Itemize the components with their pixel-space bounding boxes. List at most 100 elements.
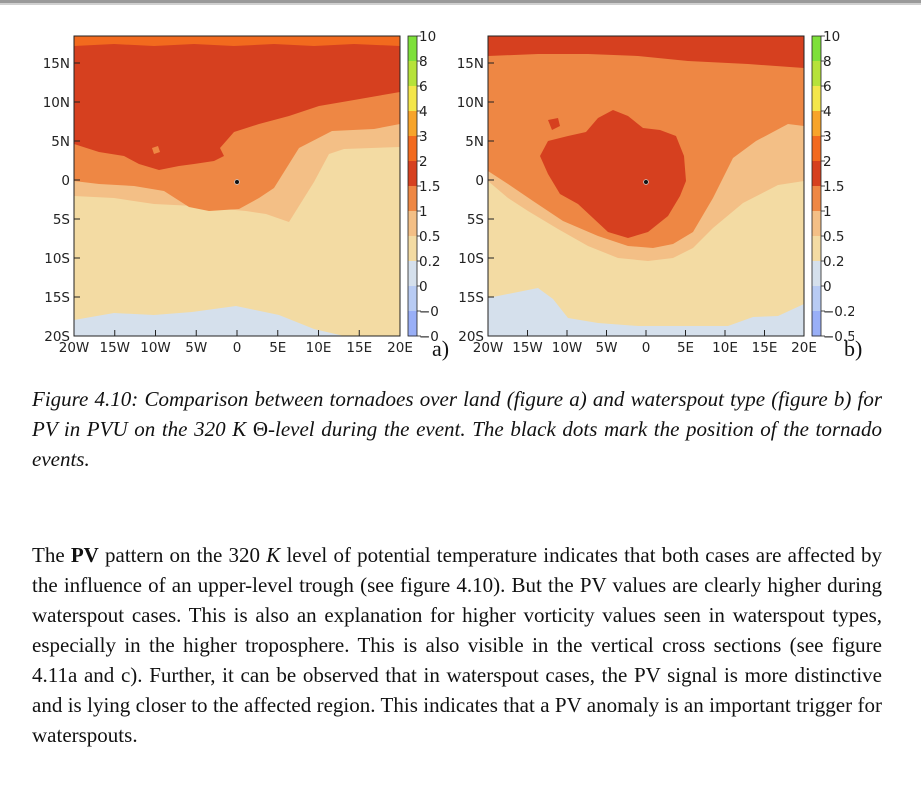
pv-region-0.2-0.5-b bbox=[488, 288, 804, 336]
colorbar-label: 0.2 bbox=[419, 254, 440, 270]
pv-region-3-4-a bbox=[74, 36, 400, 46]
y-tick-label: 20S bbox=[458, 329, 484, 345]
x-tick-label: 15W bbox=[99, 340, 130, 356]
colorbar-label: −0.2 bbox=[419, 304, 440, 320]
colorbar-label: 0.2 bbox=[823, 254, 844, 270]
pv-small-cell-b bbox=[548, 118, 560, 130]
figure-caption: Figure 4.10: Comparison between tornadoe… bbox=[32, 384, 882, 474]
tornado-event-marker-a bbox=[234, 179, 240, 185]
caption-unit-k: K bbox=[232, 417, 247, 441]
colorbar-label: 6 bbox=[419, 79, 428, 95]
map-plot-area-a bbox=[73, 35, 401, 337]
pv-anomaly-core-b bbox=[540, 110, 686, 238]
colorbar-segment bbox=[408, 261, 417, 287]
colorbar-label: 1 bbox=[419, 204, 428, 220]
panel-label-a: a) bbox=[432, 336, 450, 361]
colorbar-b: 10 8 6 4 3 2 1.5 1 0.5 0.2 0 −0.2 −0.5 bbox=[811, 29, 854, 345]
colorbar-segment bbox=[812, 286, 821, 312]
y-tick-label: 0 bbox=[61, 173, 70, 189]
y-tick-label: 20S bbox=[44, 329, 70, 345]
x-tick-label: 20W bbox=[59, 340, 90, 356]
colorbar-label: 6 bbox=[823, 79, 832, 95]
x-tick-label: 10E bbox=[712, 340, 738, 356]
colorbar-label: −0.2 bbox=[823, 304, 854, 320]
y-tick-label: 10N bbox=[43, 95, 70, 111]
caption-theta: Θ bbox=[252, 417, 268, 441]
colorbar-label: 1.5 bbox=[823, 179, 844, 195]
top-rule bbox=[0, 0, 921, 3]
x-tick-label: 10W bbox=[552, 340, 583, 356]
colorbar-segment bbox=[408, 161, 417, 187]
para-seg-2: pattern on the 320 bbox=[105, 543, 261, 567]
pv-island-a bbox=[152, 146, 160, 154]
y-tick-label: 15N bbox=[457, 56, 484, 72]
para-pv-bold: PV bbox=[70, 543, 99, 567]
x-tick-label: 10E bbox=[306, 340, 332, 356]
colorbar-segment bbox=[408, 36, 417, 62]
x-tick-label: 20E bbox=[387, 340, 413, 356]
y-tick-label: 10S bbox=[458, 251, 484, 267]
colorbar-segment bbox=[408, 211, 417, 237]
para-k-unit: K bbox=[266, 543, 281, 567]
colorbar-segment bbox=[408, 61, 417, 87]
y-tick-label: 5N bbox=[51, 134, 70, 150]
colorbar-label: 3 bbox=[419, 129, 428, 145]
map-plot-area-b bbox=[487, 35, 805, 337]
caption-text-2: -level during the event. The black dots … bbox=[32, 417, 883, 471]
pv-region-2-3-a bbox=[74, 36, 400, 170]
y-tick-label: 5S bbox=[53, 212, 70, 228]
caption-text-1: Comparison between tornadoes over land (… bbox=[32, 387, 883, 441]
colorbar-segment bbox=[408, 86, 417, 112]
x-axis-a: 20W 15W 10W 5W 0 5E 10E 15E 20E bbox=[59, 330, 413, 356]
colorbar-label: 2 bbox=[823, 154, 832, 170]
colorbar-label: 10 bbox=[419, 29, 436, 45]
colorbar-label: 0.5 bbox=[419, 229, 440, 245]
y-tick-label: 15S bbox=[44, 290, 70, 306]
y-tick-label: 10S bbox=[44, 251, 70, 267]
y-tick-label: 0 bbox=[475, 173, 484, 189]
x-tick-label: 15W bbox=[512, 340, 543, 356]
colorbar-label: 0 bbox=[419, 279, 428, 295]
y-tick-label: 10N bbox=[457, 95, 484, 111]
para-seg-3: level of potential temperature indicates… bbox=[32, 543, 883, 747]
x-tick-label: 15E bbox=[752, 340, 778, 356]
colorbar-segment bbox=[812, 261, 821, 287]
colorbar-label: 8 bbox=[823, 54, 832, 70]
colorbar-segment bbox=[408, 236, 417, 262]
x-tick-label: 5E bbox=[269, 340, 286, 356]
pv-map-b: 20W 15W 10W 5W 0 5E 10E 15E 20E 20S15S10S5S05N10… bbox=[457, 29, 854, 356]
y-tick-label: 15S bbox=[458, 290, 484, 306]
caption-label: Figure 4.10: bbox=[32, 387, 139, 411]
colorbar-segment bbox=[812, 186, 821, 212]
colorbar-label: 8 bbox=[419, 54, 428, 70]
x-tick-label: 5W bbox=[185, 340, 207, 356]
colorbar-segment bbox=[812, 136, 821, 162]
x-tick-label: 20W bbox=[473, 340, 504, 356]
pv-region-2-3-b bbox=[488, 36, 804, 68]
colorbar-segment bbox=[812, 161, 821, 187]
colorbar-segment bbox=[812, 236, 821, 262]
colorbar-segment bbox=[812, 111, 821, 137]
pv-map-a: 20W 15W 10W 5W 0 5E 10E 15E 20E 20S15S10S5S05N10… bbox=[43, 29, 440, 356]
colorbar-label: 1 bbox=[823, 204, 832, 220]
figure-panel-b: 20W 15W 10W 5W 0 5E 10E 15E 20E 20S 15S 10S 5S 0 5N 10… bbox=[424, 24, 863, 364]
colorbar-label: 1.5 bbox=[419, 179, 440, 195]
x-tick-label: 5E bbox=[677, 340, 694, 356]
body-paragraph: The PV pattern on the 320 K level of pot… bbox=[32, 540, 882, 750]
colorbar-label: 3 bbox=[823, 129, 832, 145]
colorbar-segment bbox=[408, 311, 417, 337]
colorbar-segment bbox=[812, 36, 821, 62]
colorbar-segment bbox=[408, 136, 417, 162]
x-tick-label: 10W bbox=[140, 340, 171, 356]
colorbar-a: 10 8 6 4 3 2 1.5 1 0.5 0.2 0 −0.2 −0.5 bbox=[407, 29, 440, 345]
colorbar-segment bbox=[812, 86, 821, 112]
colorbar-segment bbox=[408, 286, 417, 312]
colorbar-label: 10 bbox=[823, 29, 840, 45]
colorbar-label: 0.5 bbox=[823, 229, 844, 245]
y-tick-label: 15N bbox=[43, 56, 70, 72]
x-tick-label: 20E bbox=[791, 340, 817, 356]
colorbar-segment bbox=[812, 61, 821, 87]
para-seg-1: The bbox=[32, 543, 65, 567]
colorbar-segment bbox=[812, 311, 821, 337]
x-tick-label: 0 bbox=[642, 340, 651, 356]
